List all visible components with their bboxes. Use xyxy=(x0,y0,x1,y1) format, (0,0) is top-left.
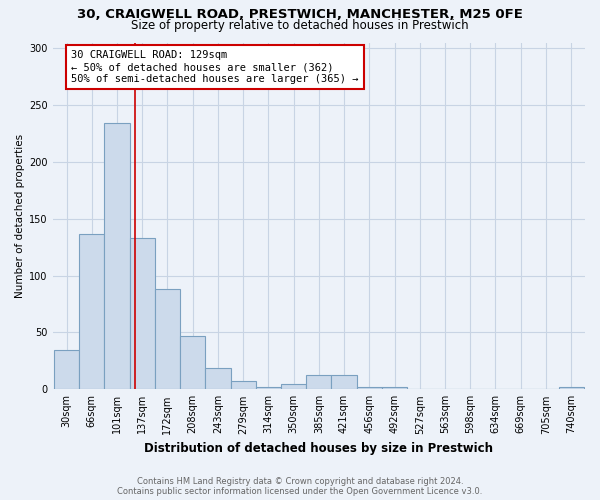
Bar xyxy=(306,374,331,390)
Bar xyxy=(155,289,180,390)
Text: 30 CRAIGWELL ROAD: 129sqm
← 50% of detached houses are smaller (362)
50% of semi: 30 CRAIGWELL ROAD: 129sqm ← 50% of detac… xyxy=(71,50,359,84)
Bar xyxy=(281,384,306,390)
Bar xyxy=(382,387,407,390)
Bar xyxy=(331,374,356,390)
Text: Contains HM Land Registry data © Crown copyright and database right 2024.
Contai: Contains HM Land Registry data © Crown c… xyxy=(118,476,482,496)
Bar xyxy=(104,123,130,390)
Bar xyxy=(130,238,155,390)
Text: 30, CRAIGWELL ROAD, PRESTWICH, MANCHESTER, M25 0FE: 30, CRAIGWELL ROAD, PRESTWICH, MANCHESTE… xyxy=(77,8,523,20)
Bar xyxy=(79,234,104,390)
Bar xyxy=(256,387,281,390)
X-axis label: Distribution of detached houses by size in Prestwich: Distribution of detached houses by size … xyxy=(145,442,493,455)
Bar xyxy=(180,336,205,390)
Bar xyxy=(559,387,584,390)
Bar xyxy=(205,368,230,390)
Bar xyxy=(356,387,382,390)
Bar xyxy=(54,350,79,390)
Text: Size of property relative to detached houses in Prestwich: Size of property relative to detached ho… xyxy=(131,19,469,32)
Y-axis label: Number of detached properties: Number of detached properties xyxy=(15,134,25,298)
Bar xyxy=(230,382,256,390)
